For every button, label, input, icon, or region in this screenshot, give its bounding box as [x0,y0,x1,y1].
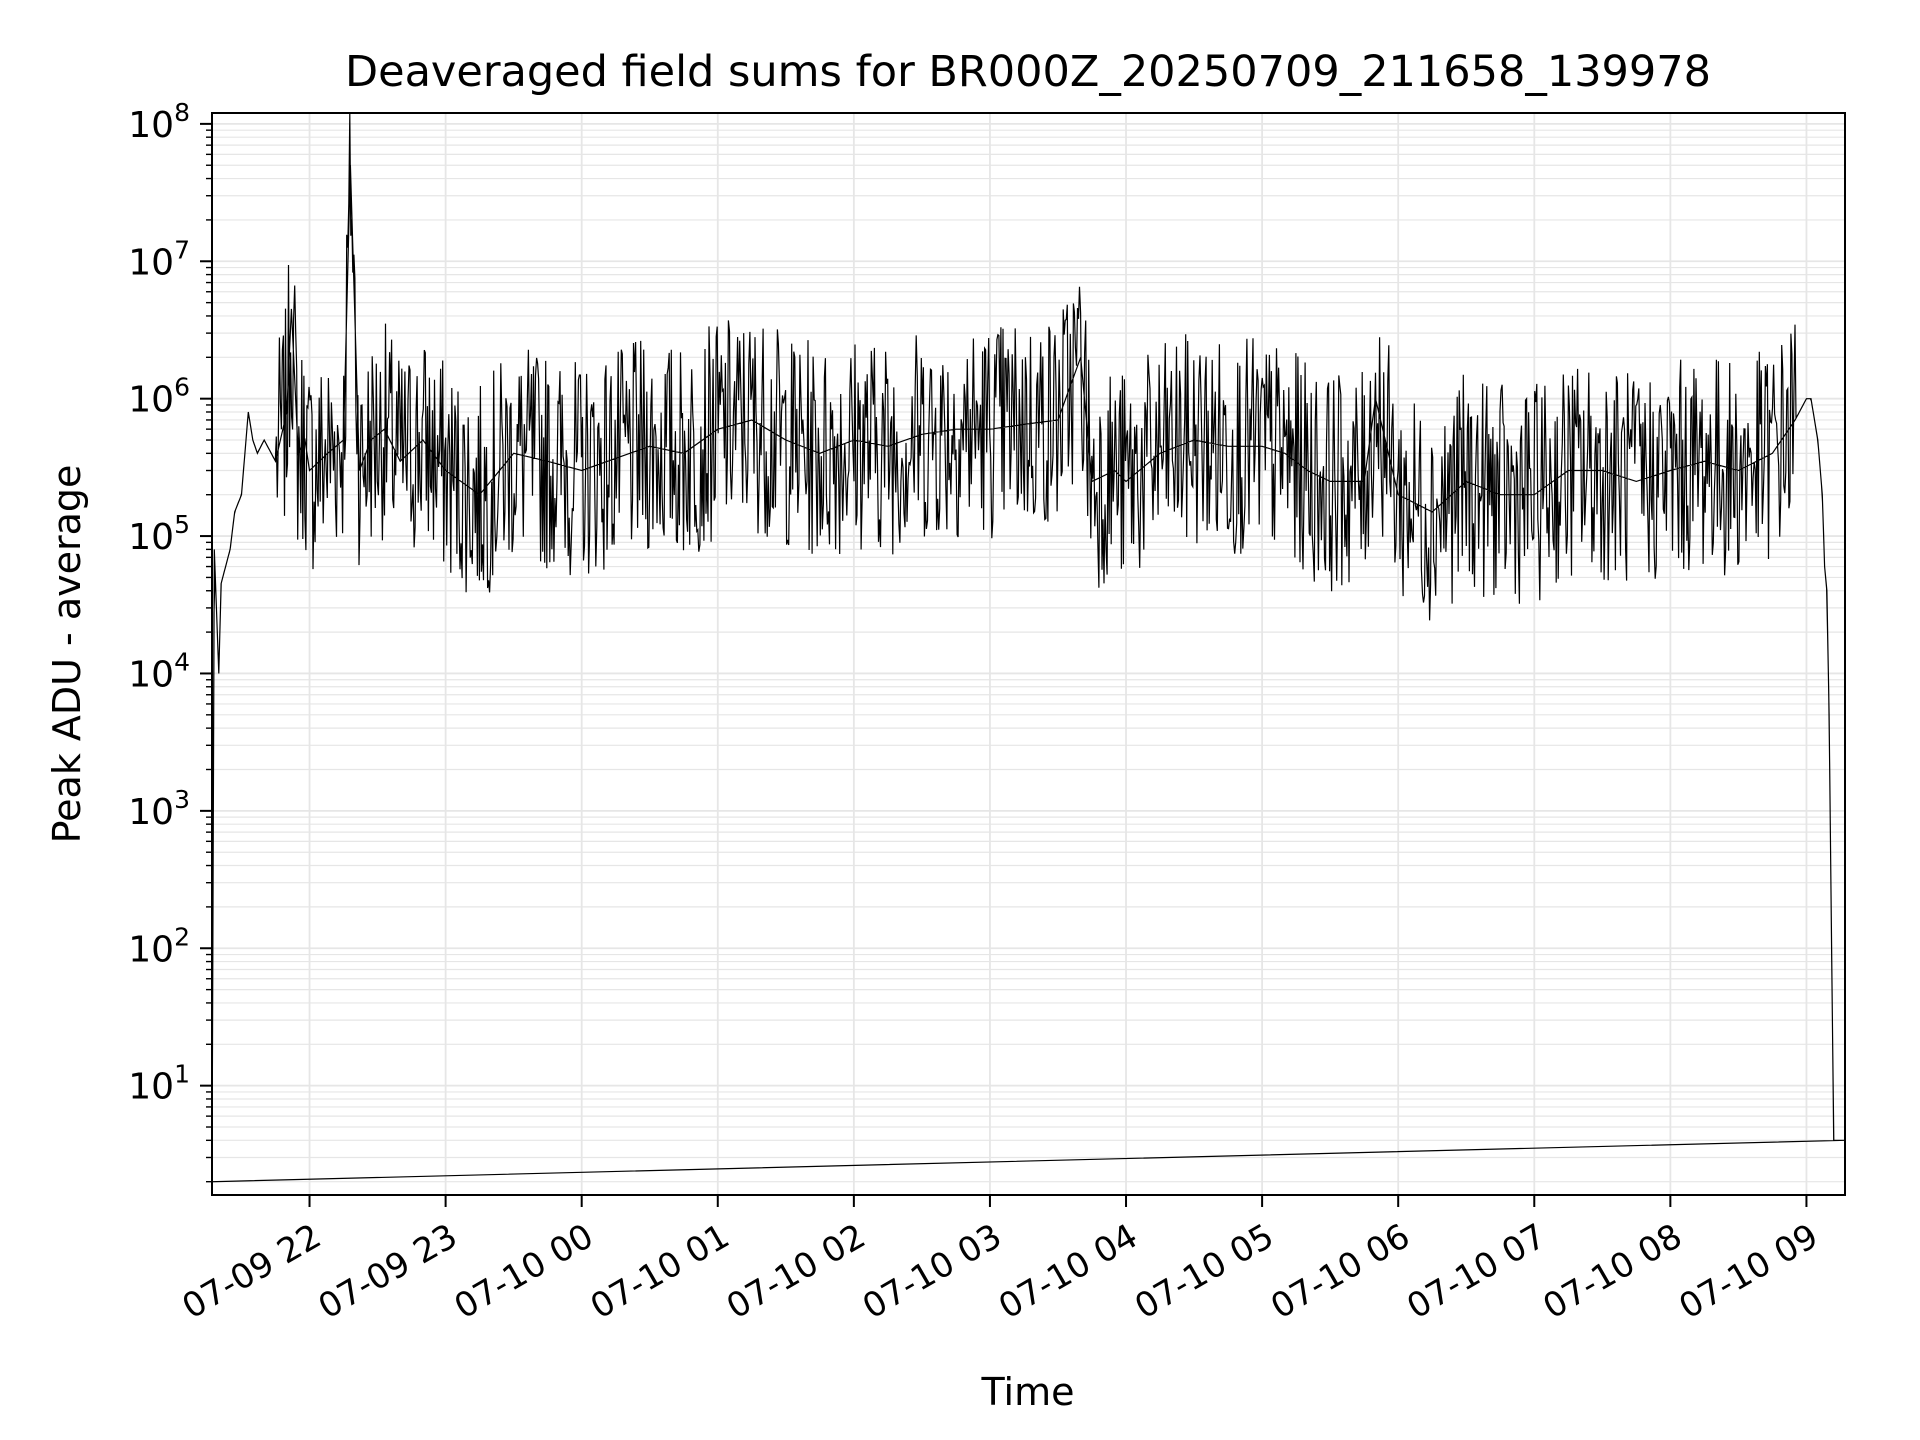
y-axis-label: Peak ADU - average [45,465,89,844]
x-axis-label: Time [981,1370,1075,1414]
series-line [211,112,1846,1183]
y-tick-label: 106 [128,373,190,421]
chart-title: Deaveraged field sums for BR000Z_2025070… [345,47,1711,97]
y-tick-label: 102 [128,922,190,970]
y-tick-label: 108 [128,98,190,146]
plot-frame [211,112,1846,1196]
y-tick-label: 105 [128,510,190,558]
y-tick-label: 101 [128,1060,190,1108]
y-tick-label: 107 [128,235,190,283]
y-tick-label: 104 [128,647,190,695]
y-axis: 101 102 103 104 105 106 107 108 [128,98,212,1183]
y-tick-label: 103 [128,785,190,833]
grid [212,113,1845,1195]
